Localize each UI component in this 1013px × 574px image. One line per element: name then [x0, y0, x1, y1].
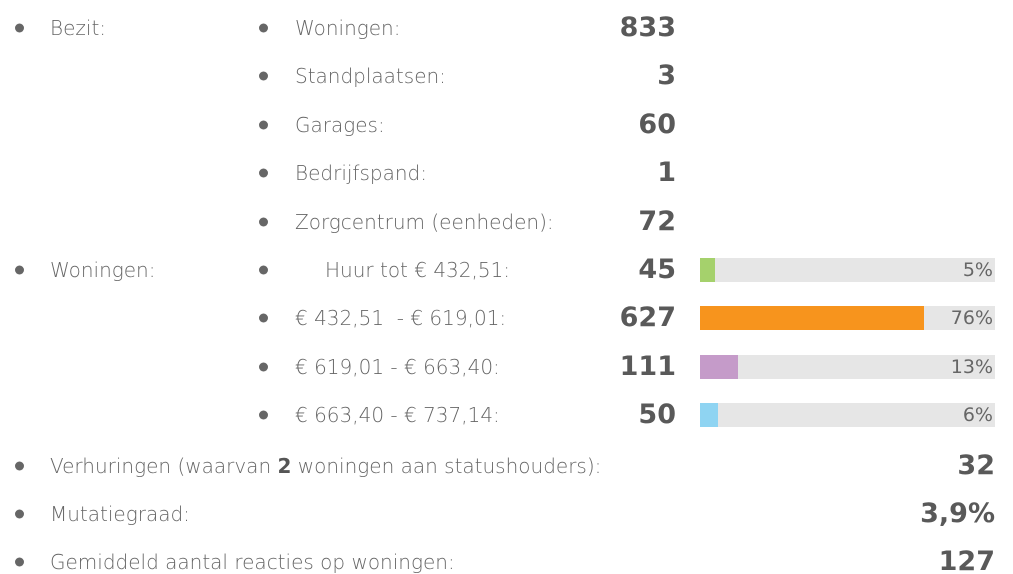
- value: 45: [638, 254, 676, 285]
- bullet: [15, 23, 24, 33]
- value: 72: [638, 205, 676, 237]
- bullet: [15, 509, 24, 519]
- value: 627: [619, 302, 676, 334]
- label-text: Verhuringen (waarvan: [50, 453, 278, 478]
- stat-label: Mutatiegraad:: [50, 502, 190, 526]
- bullet: [259, 265, 268, 275]
- value: 32: [957, 449, 995, 481]
- bar: [700, 306, 925, 331]
- bar-track: 5%: [700, 258, 995, 282]
- bullet: [259, 168, 268, 178]
- item-label: Zorgcentrum (eenheden):: [295, 209, 554, 234]
- bar-track: 6%: [700, 403, 995, 428]
- item-label: € 432,51 - € 619,01:: [295, 306, 507, 331]
- item-label: Woningen:: [295, 16, 401, 40]
- item-label: Garages:: [295, 112, 385, 137]
- item-label: Huur tot € 432,51:: [325, 258, 511, 282]
- item-label: € 663,40 - € 737,14:: [295, 403, 500, 428]
- percent-label: 5%: [962, 259, 993, 281]
- percent-label: 6%: [962, 404, 993, 427]
- section-label: Woningen:: [50, 258, 156, 282]
- bar: [700, 258, 715, 282]
- bar-track: 76%: [700, 306, 995, 331]
- stat-label: Verhuringen (waarvan 2 woningen aan stat…: [50, 452, 601, 480]
- bar: [700, 354, 739, 379]
- bullet: [15, 461, 24, 471]
- value: 833: [619, 12, 676, 43]
- value: 50: [638, 399, 676, 431]
- label-text: woningen aan statushouders):: [291, 453, 602, 478]
- value: 111: [619, 350, 676, 382]
- bar: [700, 403, 718, 428]
- item-label: Bedrijfspand:: [295, 161, 427, 186]
- bullet: [259, 410, 268, 420]
- section-label: Bezit:: [50, 16, 107, 40]
- value: 1: [657, 157, 676, 189]
- bullet: [259, 362, 268, 372]
- bullet: [259, 313, 268, 323]
- stat-label: Gemiddeld aantal reacties op woningen:: [50, 550, 455, 574]
- bullet: [259, 23, 268, 33]
- value: 127: [938, 546, 995, 574]
- bullet: [15, 265, 24, 275]
- bar-track: 13%: [700, 354, 995, 379]
- value: 60: [638, 108, 676, 140]
- label-number: 2: [277, 453, 292, 478]
- item-label: € 619,01 - € 663,40:: [295, 354, 500, 379]
- value: 3,9%: [920, 498, 995, 529]
- percent-label: 76%: [950, 307, 993, 330]
- bullet: [259, 217, 268, 227]
- percent-label: 13%: [950, 355, 993, 378]
- value: 3: [657, 60, 676, 92]
- bullet: [15, 557, 24, 567]
- bullet: [259, 120, 268, 130]
- item-label: Standplaatsen:: [295, 64, 446, 89]
- bullet: [259, 71, 268, 81]
